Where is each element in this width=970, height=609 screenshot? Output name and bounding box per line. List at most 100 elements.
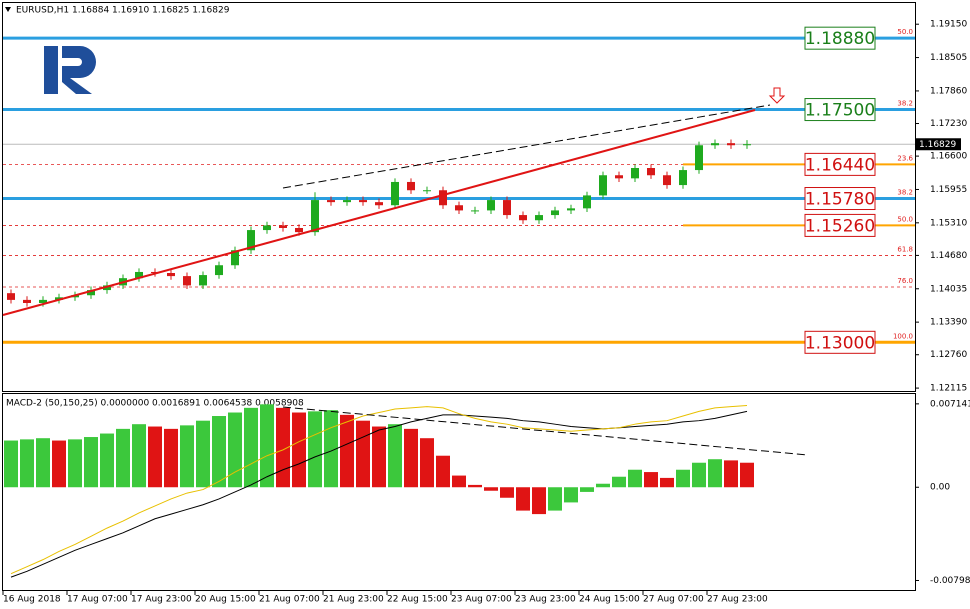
candle-body <box>743 144 751 146</box>
x-tick-label: 17 Aug 07:00 <box>67 595 128 605</box>
y-tick-label: 0.00 <box>930 483 950 493</box>
candle-body <box>711 143 719 146</box>
histogram-bar <box>244 407 258 488</box>
histogram-bar <box>164 428 178 488</box>
candle-body <box>567 208 575 211</box>
chart-title: EURUSD,H1 1.16884 1.16910 1.16825 1.1682… <box>16 6 230 16</box>
candle-body <box>359 200 367 203</box>
logo-stem <box>44 46 58 94</box>
histogram-bar <box>708 459 722 488</box>
histogram-bar <box>372 426 386 488</box>
last-price-box <box>916 138 961 151</box>
candle-body <box>519 215 527 221</box>
candle-body <box>327 200 335 203</box>
macd-line <box>10 405 748 575</box>
histogram-bar <box>596 483 610 488</box>
histogram-bar <box>580 487 594 492</box>
fib-label: 50.0 <box>897 28 913 36</box>
down-arrow <box>768 87 786 104</box>
x-tick-label: 21 Aug 07:00 <box>259 595 320 605</box>
level-label-box <box>804 330 876 354</box>
level-label: 1.15780 <box>805 190 875 210</box>
x-tick-label: 22 Aug 15:00 <box>387 595 448 605</box>
histogram-bar <box>612 476 626 488</box>
candle-body <box>311 200 319 233</box>
fib-label: 76.0 <box>897 277 913 285</box>
level-label-box <box>804 26 876 50</box>
candle-body <box>695 145 703 171</box>
histogram-bar <box>84 437 98 488</box>
histogram-bar <box>356 420 370 488</box>
histogram-bar <box>436 455 450 488</box>
candle-body <box>87 290 95 296</box>
candle-body <box>279 225 287 228</box>
candle-body <box>391 181 399 206</box>
logo-bowl <box>62 46 96 94</box>
level-label: 1.18880 <box>805 29 875 49</box>
x-tick-label: 27 Aug 23:00 <box>707 595 768 605</box>
x-tick-label: 17 Aug 23:00 <box>131 595 192 605</box>
histogram-bar <box>740 462 754 488</box>
level-label-box <box>804 187 876 211</box>
y-tick-label: 1.14680 <box>930 251 967 261</box>
candle-body <box>231 250 239 266</box>
menu-arrow[interactable] <box>5 7 11 12</box>
histogram-bar <box>132 424 146 488</box>
level-label: 1.15260 <box>805 216 875 236</box>
candle-body <box>455 205 463 211</box>
histogram-bar <box>308 411 322 488</box>
histogram-bar <box>212 416 226 488</box>
y-tick-label: 1.15310 <box>930 218 967 228</box>
candle-body <box>7 293 15 300</box>
candle-body <box>247 230 255 251</box>
candle-body <box>503 200 511 216</box>
level-label: 1.16440 <box>805 155 875 175</box>
x-tick-label: 24 Aug 15:00 <box>579 595 640 605</box>
candle-body <box>727 143 735 146</box>
y-tick-label: 1.12115 <box>930 384 967 394</box>
y-tick-label: 1.17230 <box>930 119 967 129</box>
y-tick-label: 1.19150 <box>930 20 967 30</box>
level-label-box <box>804 152 876 176</box>
histogram-bar <box>420 438 434 488</box>
level-label: 1.17500 <box>805 101 875 121</box>
histogram-bar <box>180 425 194 488</box>
candle-body <box>535 215 543 221</box>
candle-body <box>487 200 495 211</box>
candle-body <box>55 297 63 300</box>
trend-line <box>2 109 756 316</box>
candle-body <box>647 168 655 176</box>
histogram-bar <box>116 428 130 488</box>
candle-body <box>183 276 191 286</box>
level-label-box <box>804 213 876 237</box>
histogram-bar <box>660 477 674 488</box>
candle-body <box>551 210 559 216</box>
histogram-bar <box>468 484 482 488</box>
histogram-bar <box>340 414 354 488</box>
candle-body <box>295 228 303 233</box>
y-tick-label: 1.12760 <box>930 350 967 360</box>
histogram-bar <box>388 424 402 488</box>
macd-panel-frame <box>2 393 916 591</box>
candle-body <box>599 175 607 196</box>
candle-body <box>167 273 175 277</box>
macd-trend-line <box>282 406 809 456</box>
last-price-label: 1.16829 <box>919 140 956 150</box>
candle-body <box>615 175 623 179</box>
fib-label: 38.2 <box>897 189 913 197</box>
price-panel-frame <box>2 2 916 392</box>
candle-body <box>343 200 351 203</box>
fib-label: 38.2 <box>897 100 913 108</box>
histogram-bar <box>564 487 578 503</box>
histogram-bar <box>196 420 210 488</box>
candle-body <box>39 299 47 303</box>
candle-body <box>423 190 431 192</box>
candle-body <box>631 168 639 179</box>
histogram-bar <box>100 433 114 488</box>
y-tick-label: -0.007985 <box>930 576 970 586</box>
histogram-bar <box>52 440 66 488</box>
histogram-bar <box>260 404 274 488</box>
x-tick-label: 23 Aug 23:00 <box>515 595 576 605</box>
x-tick-label: 20 Aug 15:00 <box>195 595 256 605</box>
